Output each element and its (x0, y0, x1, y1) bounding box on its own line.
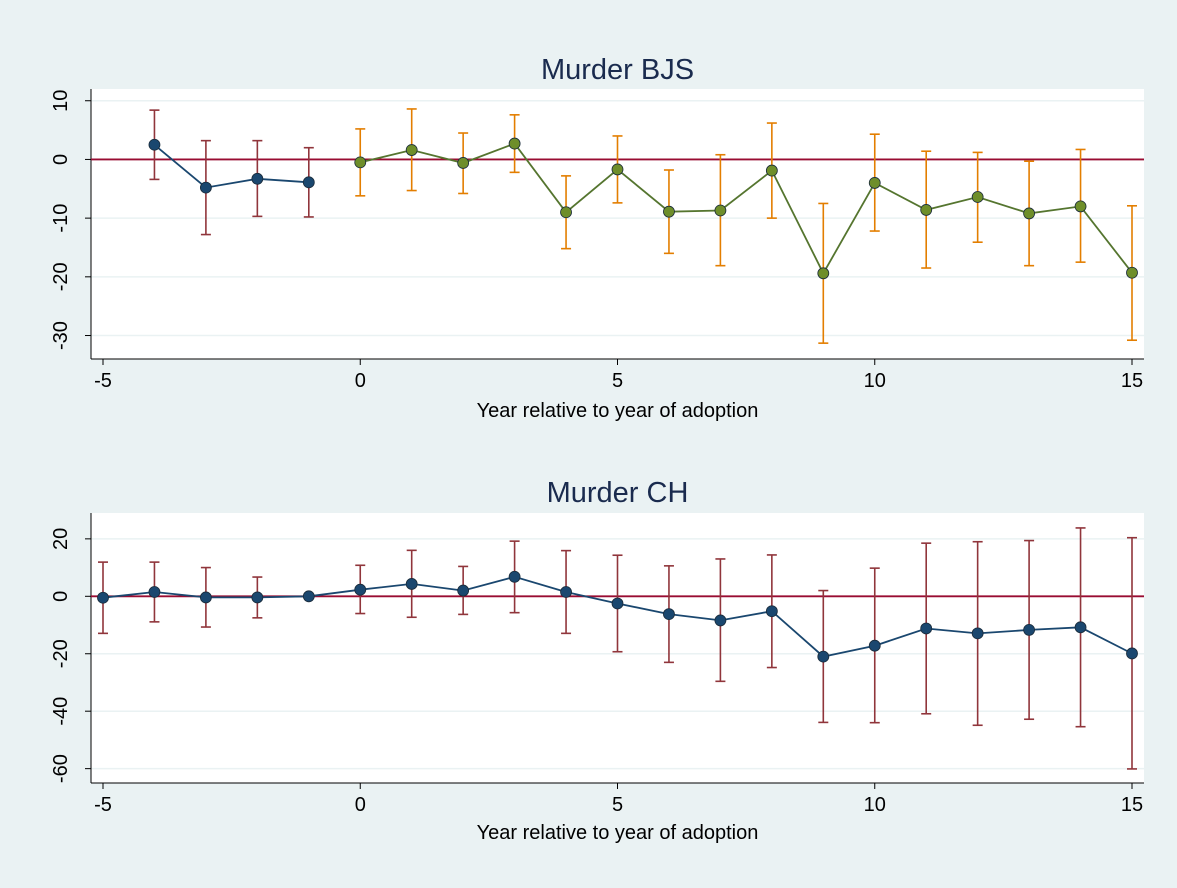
y-tick-label: 0 (50, 154, 72, 165)
series-estimates (97, 527, 1138, 770)
data-point (302, 176, 315, 189)
x-tick-label: 15 (1121, 370, 1143, 392)
data-point (611, 163, 624, 176)
data-point (765, 605, 778, 618)
data-point (1074, 621, 1087, 634)
series-line (153, 144, 309, 189)
data-point (1023, 624, 1035, 636)
y-tick-label: 0 (50, 591, 72, 602)
y-tick-label: -30 (50, 321, 72, 350)
y-tick-label: -20 (50, 639, 72, 668)
series-line (360, 142, 1133, 276)
data-point (611, 597, 624, 610)
data-point (971, 627, 984, 640)
data-point (868, 639, 881, 652)
x-tick-label: -5 (94, 794, 112, 816)
data-point (251, 591, 264, 604)
plot-body: 20 0 -20 -40 -60 -5 0 5 10 15 (50, 513, 1144, 816)
data-point (920, 204, 933, 216)
plot-area (91, 89, 1144, 359)
data-point (457, 584, 470, 597)
y-tick-label: -60 (50, 754, 72, 783)
y-tick-label: 20 (50, 528, 72, 550)
data-point (817, 267, 830, 280)
y-tick-label: -20 (50, 262, 72, 291)
data-point (508, 570, 521, 583)
data-point (251, 172, 264, 185)
x-tick-label: 5 (612, 370, 623, 392)
panel-murder-bjs: 10 0 -10 -20 -30 -5 0 5 10 15 Murder BJS Year rel… (50, 54, 1144, 422)
data-point (920, 622, 933, 635)
data-point (457, 157, 470, 169)
plot-body: 10 0 -10 -20 -30 -5 0 5 10 15 (50, 89, 1144, 392)
data-point (199, 181, 212, 194)
data-point (663, 205, 675, 218)
data-point (148, 138, 161, 151)
x-tick-label: 10 (864, 370, 886, 392)
data-point (405, 578, 418, 590)
y-tick-label: -10 (50, 204, 72, 233)
data-point (354, 156, 367, 169)
y-tick-label: -40 (50, 697, 72, 726)
data-point (405, 144, 418, 156)
data-point (148, 586, 161, 598)
panel-murder-ch: 20 0 -20 -40 -60 -5 0 5 10 15 Murder CH Year rela… (50, 477, 1144, 844)
data-point (354, 583, 367, 596)
panel-title: Murder BJS (541, 54, 694, 86)
data-point (868, 177, 881, 189)
data-point (1023, 207, 1035, 220)
data-point (1126, 266, 1138, 279)
x-tick-label: 10 (864, 794, 886, 816)
panel-title: Murder CH (547, 477, 689, 509)
data-point (1126, 647, 1138, 660)
data-point (560, 206, 572, 219)
data-point (1074, 200, 1087, 213)
x-axis-label: Year relative to year of adoption (477, 400, 759, 422)
data-point (714, 204, 727, 217)
y-tick-label: 10 (50, 90, 72, 112)
series-post-adoption (354, 108, 1138, 344)
data-point (302, 590, 315, 603)
x-tick-label: 5 (612, 794, 623, 816)
x-tick-label: -5 (94, 370, 112, 392)
data-point (199, 591, 212, 604)
x-tick-label: 0 (355, 370, 366, 392)
data-point (560, 586, 572, 598)
x-tick-label: 15 (1121, 794, 1143, 816)
data-point (663, 608, 675, 621)
data-point (765, 164, 778, 177)
data-point (97, 591, 109, 604)
series-pre-adoption (148, 109, 315, 236)
x-axis-label: Year relative to year of adoption (477, 822, 759, 844)
data-point (714, 614, 727, 627)
x-tick-label: 0 (355, 794, 366, 816)
data-point (817, 650, 830, 663)
data-point (508, 137, 521, 150)
data-point (971, 191, 984, 203)
